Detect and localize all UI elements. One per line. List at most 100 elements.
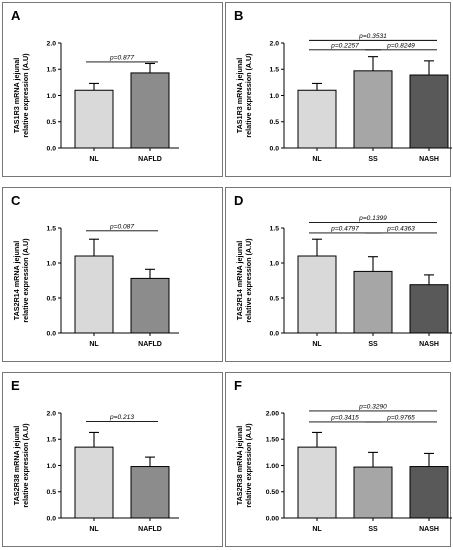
y-tick-label: 0.5 (47, 489, 57, 496)
y-tick-label: 1.0 (47, 93, 57, 100)
bar-nash (409, 284, 449, 334)
p-value-label: p=0.9765 (386, 414, 415, 421)
bar-nl (74, 89, 114, 149)
panel-label: E (11, 378, 20, 393)
panel-b: B TAS1R3 mRNA jejunal relative expression … (225, 2, 452, 177)
chart-f: F TAS2R38 mRNA jejunal relative expression… (234, 378, 452, 533)
panel-label: F (234, 378, 242, 393)
y-axis-label: TAS2R38 mRNA jejunal (235, 426, 244, 505)
y-tick-label: 0.0 (47, 145, 57, 152)
y-tick-label: 2.00 (266, 410, 279, 417)
p-value-label: p=0.087 (109, 223, 134, 230)
category-label: NL (89, 526, 99, 533)
bar-nash (409, 74, 449, 149)
p-value-label: p=0.2257 (330, 42, 359, 49)
bar-nl (297, 89, 337, 149)
y-tick-label: 0.5 (47, 295, 57, 302)
y-tick-label: 0.0 (47, 515, 57, 522)
y-tick-label: 1.00 (266, 463, 279, 470)
y-tick-label: 2.0 (47, 410, 57, 417)
bar-ss (353, 466, 393, 519)
bar-nafld (130, 72, 170, 149)
y-axis-label: TAS2R14 mRNA jejunal (235, 241, 244, 320)
p-value-label: p=0.877 (109, 54, 134, 61)
y-tick-label: 0.5 (270, 119, 280, 126)
y-tick-label: 0.0 (47, 330, 57, 337)
category-label: NAFLD (138, 341, 162, 348)
y-tick-label: 0.5 (270, 295, 280, 302)
y-tick-label: 1.0 (47, 463, 57, 470)
y-tick-label: 2.0 (47, 40, 57, 47)
panel-label: A (11, 8, 21, 23)
bar-nl (297, 446, 337, 519)
bar-nash (409, 466, 449, 519)
category-label: NL (89, 341, 99, 348)
y-tick-label: 1.5 (47, 67, 57, 74)
y-axis-label: relative expression (A.U) (21, 423, 30, 508)
y-tick-label: 1.5 (47, 225, 57, 232)
panel-e: E TAS2R38 mRNA jejunal relative expression… (2, 372, 223, 547)
y-axis-label: relative expression (A.U) (244, 238, 253, 323)
y-axis-label: TAS1R3 mRNA jejunal (235, 58, 244, 133)
y-axis-label: TAS1R3 mRNA jejunal (12, 58, 21, 133)
y-tick-label: 1.0 (270, 260, 280, 267)
category-label: NL (312, 156, 322, 163)
category-label: SS (368, 341, 378, 348)
chart-a: A TAS1R3 mRNA jejunal relative expression … (11, 8, 179, 163)
panel-label: D (234, 193, 243, 208)
y-axis-label: TAS2R38 mRNA jejunal (12, 426, 21, 505)
panel-d: D TAS2R14 mRNA jejunal relative expression… (225, 187, 452, 362)
chart-b: B TAS1R3 mRNA jejunal relative expression … (234, 8, 452, 163)
category-label: NAFLD (138, 156, 162, 163)
category-label: NASH (419, 341, 439, 348)
y-axis-label: relative expression (A.U) (244, 53, 253, 138)
bar-nafld (130, 277, 170, 334)
y-tick-label: 0.0 (270, 145, 280, 152)
chart-e: E TAS2R38 mRNA jejunal relative expression… (11, 378, 179, 533)
category-label: SS (368, 156, 378, 163)
bar-ss (353, 270, 393, 334)
y-tick-label: 1.5 (270, 67, 280, 74)
chart-c: C TAS2R14 mRNA jejunal relative expression… (11, 193, 179, 348)
bar-nl (74, 255, 114, 334)
chart-d: D TAS2R14 mRNA jejunal relative expression… (234, 193, 452, 348)
y-tick-label: 1.50 (266, 437, 279, 444)
y-tick-label: 1.0 (270, 93, 280, 100)
category-label: NASH (419, 156, 439, 163)
p-value-label: p=0.4363 (386, 225, 415, 232)
y-axis-label: relative expression (A.U) (244, 423, 253, 508)
panel-label: C (11, 193, 21, 208)
panel-a: A TAS1R3 mRNA jejunal relative expression … (2, 2, 223, 177)
category-label: NL (312, 341, 322, 348)
panel-c: C TAS2R14 mRNA jejunal relative expression… (2, 187, 223, 362)
category-label: SS (368, 526, 378, 533)
y-tick-label: 1.5 (270, 225, 280, 232)
y-axis-label: relative expression (A.U) (21, 238, 30, 323)
y-tick-label: 0.00 (266, 515, 279, 522)
p-value-label: p=0.4797 (330, 225, 359, 232)
bar-nl (297, 255, 337, 334)
bar-nl (74, 446, 114, 519)
y-tick-label: 0.5 (47, 119, 57, 126)
bar-nafld (130, 466, 170, 519)
p-value-label: p=0.3415 (330, 414, 359, 421)
y-tick-label: 1.5 (47, 437, 57, 444)
p-value-label: p=0.3531 (358, 33, 387, 40)
category-label: NL (312, 526, 322, 533)
bar-ss (353, 70, 393, 149)
y-tick-label: 0.0 (270, 330, 280, 337)
y-tick-label: 2.0 (270, 40, 280, 47)
p-value-label: p=0.3290 (358, 403, 387, 410)
y-tick-label: 0.50 (266, 489, 279, 496)
p-value-label: p=0.213 (109, 414, 134, 421)
y-tick-label: 1.0 (47, 260, 57, 267)
panel-f: F TAS2R38 mRNA jejunal relative expression… (225, 372, 452, 547)
category-label: NAFLD (138, 526, 162, 533)
y-axis-label: TAS2R14 mRNA jejunal (12, 241, 21, 320)
category-label: NL (89, 156, 99, 163)
y-axis-label: relative expression (A.U) (21, 53, 30, 138)
p-value-label: p=0.1399 (358, 215, 387, 222)
p-value-label: p=0.8249 (386, 42, 415, 49)
category-label: NASH (419, 526, 439, 533)
panel-label: B (234, 8, 243, 23)
